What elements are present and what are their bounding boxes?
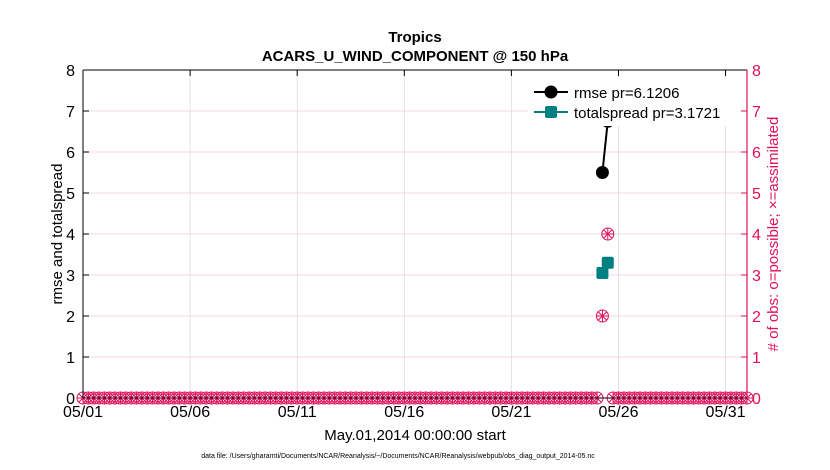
y2-tick-label: 0 xyxy=(752,391,761,408)
y-tick-label: 8 xyxy=(66,63,75,80)
y-axis-label: rmse and totalspread xyxy=(49,164,66,305)
rmse-point xyxy=(595,166,609,179)
x-axis-label: May.01,2014 00:00:00 start xyxy=(324,427,506,444)
chart-subtitle: ACARS_U_WIND_COMPONENT @ 150 hPa xyxy=(262,48,569,65)
x-tick-label: 05/16 xyxy=(384,404,424,421)
y-tick-label: 5 xyxy=(66,186,75,203)
chart-title: Tropics xyxy=(388,29,441,46)
x-tick-label: 05/31 xyxy=(706,404,746,421)
obs-count-marker xyxy=(595,309,609,323)
legend-totalspread-label: totalspread pr=3.1721 xyxy=(574,105,720,122)
y2-tick-label: 5 xyxy=(752,186,761,203)
y-tick-label: 6 xyxy=(66,145,75,162)
x-tick-label: 05/06 xyxy=(170,404,210,421)
x-tick-label: 05/01 xyxy=(63,404,103,421)
legend-rmse-marker xyxy=(544,85,558,99)
y2-tick-label: 4 xyxy=(752,227,761,244)
x-tick-label: 05/26 xyxy=(598,404,638,421)
x-tick-label: 05/21 xyxy=(491,404,531,421)
x-tick-label: 05/11 xyxy=(278,404,317,421)
obs-count-marker xyxy=(601,227,615,241)
y-tick-label: 2 xyxy=(66,309,75,326)
y-tick-label: 3 xyxy=(66,268,75,285)
y-tick-label: 1 xyxy=(66,350,75,367)
legend-totalspread-marker xyxy=(545,106,557,118)
y-tick-label: 4 xyxy=(66,227,75,244)
data-file-footnote: data file: /Users/gharamti/Documents/NCA… xyxy=(201,453,595,460)
y-tick-label: 0 xyxy=(66,391,75,408)
y2-tick-label: 1 xyxy=(752,350,761,367)
legend-rmse-label: rmse pr=6.1206 xyxy=(574,85,679,102)
series-line-rmse xyxy=(601,121,609,173)
y2-tick-label: 8 xyxy=(752,63,761,80)
totalspread-point xyxy=(596,266,609,279)
y2-tick-label: 3 xyxy=(752,268,761,285)
y2-tick-label: 6 xyxy=(752,145,761,162)
y2-axis-label: # of obs: o=possible; ×=assimilated xyxy=(765,117,782,352)
y2-tick-label: 7 xyxy=(752,104,761,121)
y2-tick-label: 2 xyxy=(752,309,761,326)
totalspread-point xyxy=(601,256,614,269)
y-tick-label: 7 xyxy=(66,104,75,121)
legend: rmse pr=6.1206 totalspread pr=3.1721 xyxy=(528,78,740,126)
